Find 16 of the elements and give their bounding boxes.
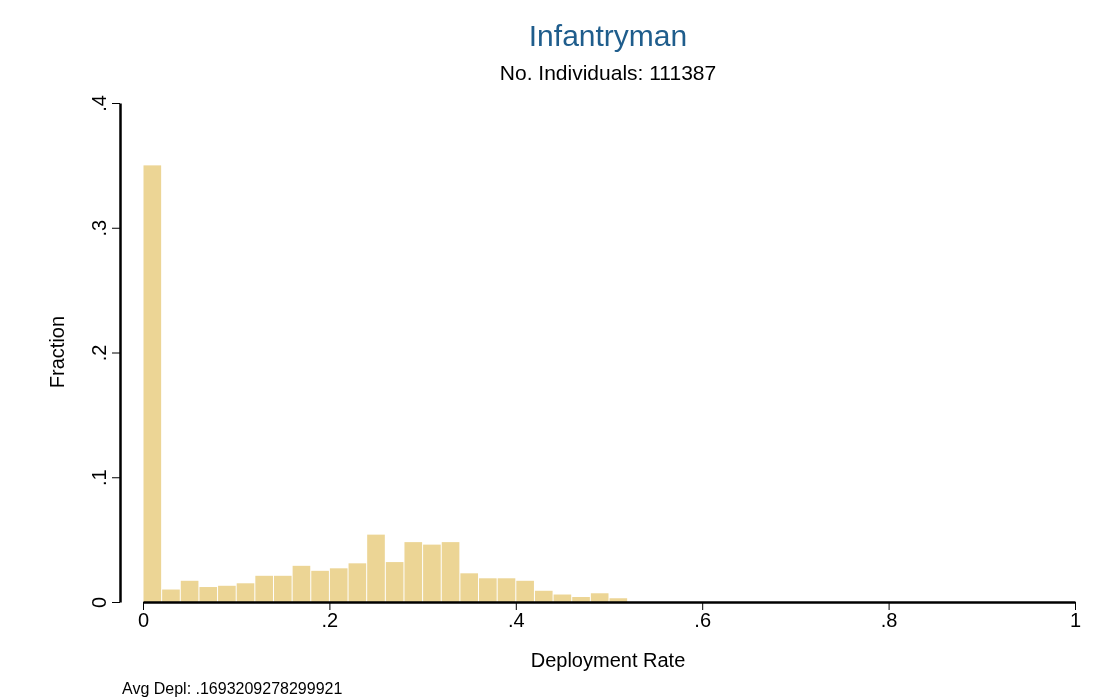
x-tick-label: .4 <box>507 609 525 632</box>
y-tick-label: .1 <box>88 469 110 487</box>
x-tick-label: .2 <box>321 609 339 632</box>
y-tick-label: .4 <box>88 95 110 112</box>
y-tick-label: 0 <box>88 596 110 609</box>
x-tick-label: .8 <box>880 609 898 632</box>
x-tick-label: .6 <box>694 609 712 632</box>
x-tick-label: 0 <box>137 609 150 632</box>
chart-subtitle: No. Individuals: 111387 <box>499 61 717 84</box>
chart-title: Infantryman <box>528 19 688 52</box>
text: Avg Depl: .1693209278299921 <box>122 680 343 697</box>
x-axis-title: Deployment Rate <box>530 649 686 671</box>
y-tick-label: .3 <box>88 219 110 237</box>
x-tick-label: 1 <box>1069 609 1082 632</box>
y-tick-label: .2 <box>88 344 110 362</box>
y-axis-title: Fraction <box>46 315 68 389</box>
